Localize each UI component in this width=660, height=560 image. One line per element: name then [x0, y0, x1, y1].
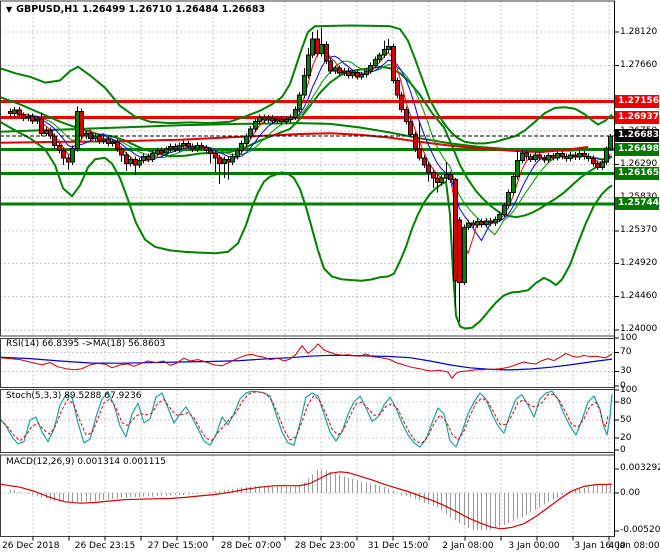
- macd-axis-label: 0.003292: [620, 463, 660, 474]
- time-axis-label: 27 Dec 15:00: [147, 541, 209, 551]
- price-badge: 1.26498: [615, 142, 659, 156]
- price-axis-label: 1.24000: [620, 324, 658, 335]
- macd-axis-label: 0.00: [620, 487, 641, 498]
- stoch-indicator-label: Stoch(5,3,3) 89.5288 67.9236: [6, 391, 142, 401]
- rsi-layer: [0, 343, 613, 379]
- price-badge: 1.26683: [615, 129, 659, 143]
- stochastic-layer: [0, 390, 613, 448]
- time-axis-label: 31 Dec 15:00: [367, 541, 429, 551]
- panel-frames: [0, 0, 619, 541]
- price-axis-label: 1.26290: [620, 158, 658, 169]
- price-axis-label: 1.27660: [620, 59, 658, 70]
- time-axis-label: 26 Dec 23:15: [74, 541, 136, 551]
- candles-layer: [8, 27, 613, 322]
- rsi-indicator-label: RSI(14) 66.8395 ->MA(18) 56.8603: [6, 339, 166, 349]
- time-axis-label: 26 Dec 2018: [2, 541, 60, 551]
- stoch-axis-label: 100: [620, 384, 638, 395]
- price-badge: 1.27156: [615, 95, 659, 109]
- stoch-axis-label: 80: [620, 396, 632, 407]
- rsi-axis-label: 0: [620, 380, 626, 391]
- rsi-axis-label: 100: [620, 332, 638, 343]
- time-axis-label: 28 Dec 23:00: [294, 541, 356, 551]
- rsi-axis-label: 30: [620, 366, 632, 377]
- stoch-axis-label: 20: [620, 432, 632, 443]
- chart-title: ▼ GBPUSD,H1 1.26499 1.26710 1.26484 1.266…: [6, 4, 265, 15]
- price-badge: 1.25744: [615, 197, 659, 211]
- rsi-axis-label: 70: [620, 346, 632, 357]
- time-axis-label: 28 Dec 07:00: [220, 541, 282, 551]
- symbol-dropdown-icon[interactable]: ▼: [6, 5, 13, 14]
- price-axis-label: 1.24920: [620, 257, 658, 268]
- price-axis-label: 1.28120: [620, 26, 658, 37]
- price-axis-label: 1.24460: [620, 291, 658, 302]
- chart-title-text: GBPUSD,H1 1.26499 1.26710 1.26484 1.2668…: [16, 4, 266, 15]
- time-axis-label: 4 Jan 08:00: [608, 541, 660, 551]
- price-axis-label: 1.25830: [620, 192, 660, 202]
- price-badge: 1.26937: [615, 111, 659, 125]
- macd-axis-label: -0.005202: [620, 525, 660, 536]
- macd-indicator-label: MACD(12,26,9) 0.001314 0.001115: [6, 457, 166, 467]
- price-axis-label: 1.25370: [620, 225, 658, 236]
- time-axis-label: 3 Jan 00:00: [508, 541, 560, 551]
- time-axis-label: 3 Jan 16:00: [574, 541, 626, 551]
- stoch-axis-label: 0: [620, 444, 626, 455]
- stoch-axis-label: 50: [620, 414, 632, 425]
- time-axis-label: 2 Jan 08:00: [442, 541, 494, 551]
- macd-layer: [0, 469, 613, 531]
- price-badge: 1.26165: [615, 166, 659, 180]
